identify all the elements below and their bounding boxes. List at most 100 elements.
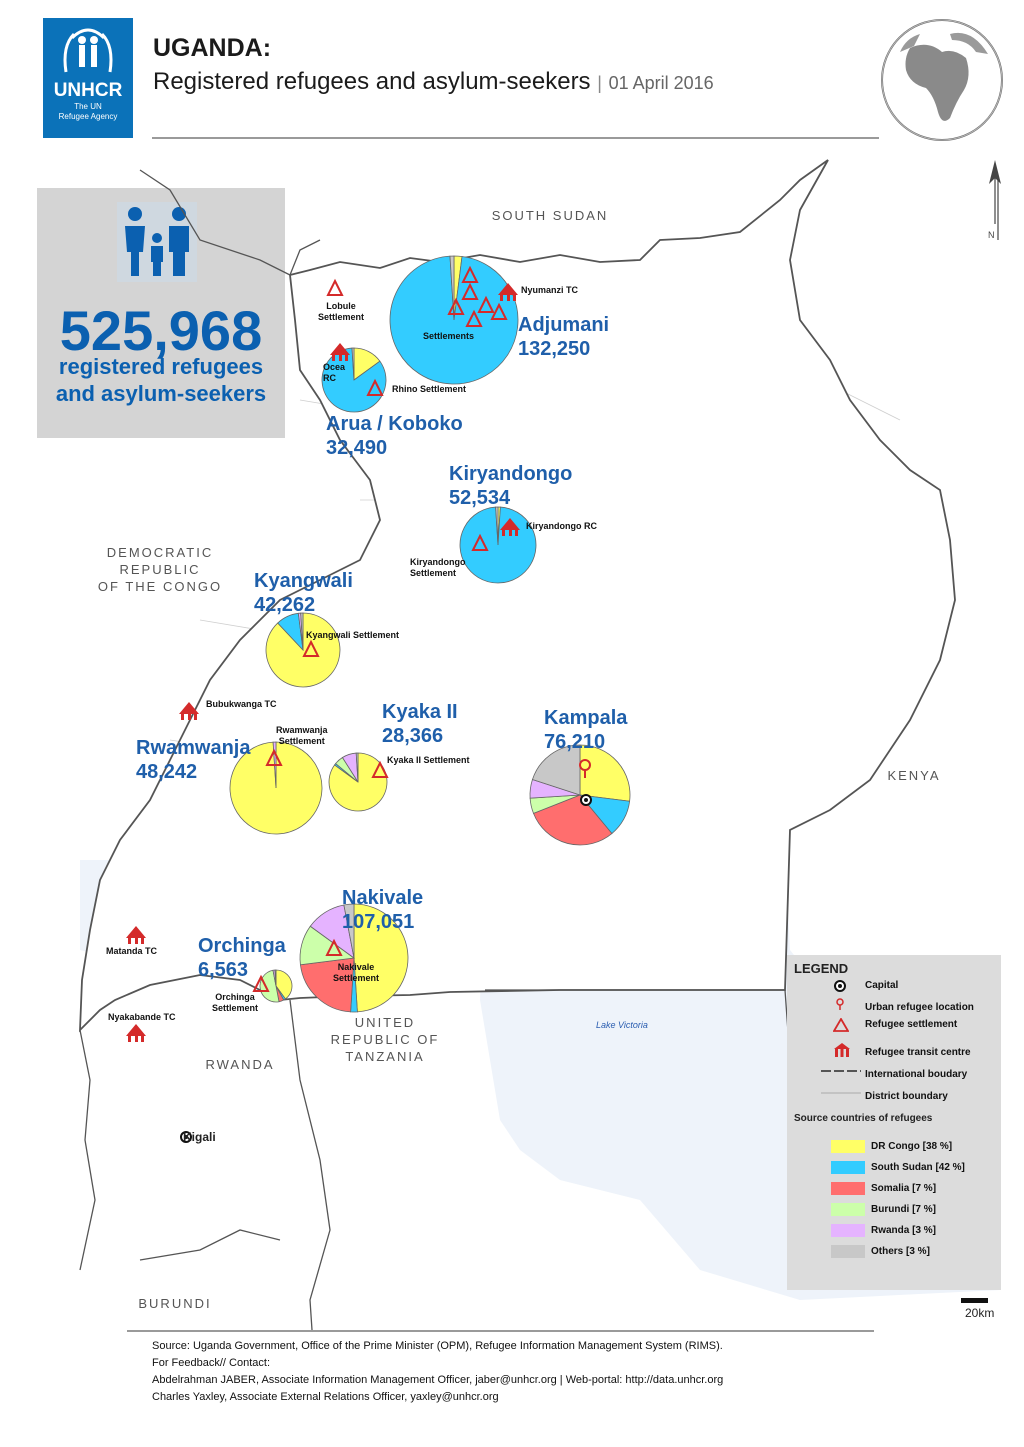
settlement-triangle-adjumani-1 [461,265,479,283]
pie-slice [275,969,293,1000]
location-kiryandongo: Kiryandongo 52,534 [449,462,572,510]
transit-centre-icon [834,1043,850,1057]
kigali-label: Kigali [183,1130,216,1144]
transit-icon-nyumanzi [498,283,518,301]
north-arrow-icon [989,160,1001,224]
transit-markers [126,283,520,1042]
legend-source-label: Somalia [7 %] [871,1183,937,1194]
pie-slice [355,752,359,783]
settlement-triangle-kyaka [371,760,389,778]
north-label: N [988,230,995,240]
location-name: Nakivale [342,887,424,909]
pie-slice [353,903,409,1013]
pie-slice [495,506,499,546]
unhcr-emblem-icon [63,28,113,73]
transit-icon-bubukwanga [179,702,199,720]
legend-source-label: Others [3 %] [871,1246,930,1257]
location-value: 42,262 [254,594,316,616]
country-kenya: KENYA [887,768,941,783]
legend-source-label: South Sudan [42 %] [871,1162,965,1173]
location-name: Arua / Koboko [326,413,463,435]
country-south-sudan: SOUTH SUDAN [491,208,609,223]
location-adjumani: Adjumani 132,250 [518,313,609,361]
capital-marker-kampala [580,794,592,806]
summary-box: 525,968 registered refugees and asylum-s… [37,188,285,438]
lake-victoria-label: Lake Victoria [596,1020,648,1030]
settlement-triangle-orchinga [252,974,270,992]
country-rwanda: RWANDA [205,1057,275,1072]
label-lobule: Lobule Settlement [318,301,365,322]
settlement-triangle-nakivale [325,938,343,956]
legend-source-label: Rwanda [3 %] [871,1225,937,1236]
subtitle-separator: | [597,73,602,93]
settlement-triangle-kyangwali [302,639,320,657]
legend-swatch [831,1140,865,1153]
legend-intl: International boudary [865,1069,968,1080]
urban-location-icon [836,998,844,1010]
location-value: 6,563 [198,959,249,981]
country-drc: DEMOCRATIC REPUBLIC OF THE CONGO [97,545,223,594]
pie-slice [328,752,388,812]
pie-slice [531,744,581,796]
location-value: 48,242 [136,761,198,783]
label-kiryandongo-settlement: Kiryandongo Settlement [410,557,466,578]
report-date: 01 April 2016 [608,73,714,93]
location-value: 32,490 [326,437,388,459]
location-name: Orchinga [198,935,286,957]
footer-source: Source: Uganda Government, Office of the… [152,1340,724,1403]
label-ocea: Ocea RC [323,362,346,383]
capital-icon [834,980,846,992]
legend-title: LEGEND [794,961,849,976]
location-rwamwanja: Rwamwanja 48,242 [136,736,250,784]
legend-district: District boundary [865,1091,948,1102]
settlement-triangle-adjumani-3 [477,295,495,313]
pie-slice [274,969,277,987]
settlement-triangle-adjumani-5 [490,302,508,320]
label-nyakabande: Nyakabande TC [108,1012,176,1022]
org-sub: The UN Refugee Agency [58,102,118,121]
pie-slice [459,506,537,584]
settlement-triangle-adjumani-6 [465,309,483,327]
label-kiryandongo-rc: Kiryandongo RC [526,521,597,531]
location-value: 132,250 [518,338,591,360]
location-name: Kiryandongo [449,463,573,485]
total-refugees: 525,968 [59,299,263,362]
label-bubukwanga: Bubukwanga TC [206,699,277,709]
pie-slice [351,347,355,381]
settlement-triangle-rhino [366,378,384,396]
legend: LEGEND Capital Urban refugee location Re… [787,955,1001,1290]
legend-swatch [831,1182,865,1195]
label-rwamwanja-settlement: Rwamwanja Settlement [276,725,328,746]
label-settlements: Settlements [423,331,475,341]
legend-settlement: Refugee settlement [865,1019,958,1030]
settlement-icon [833,1018,849,1032]
pie-slice [299,957,355,1013]
location-kampala: Kampala 76,210 [544,706,627,754]
legend-capital: Capital [865,980,899,991]
urban-marker-kampala [579,759,591,778]
unhcr-logo: UNHCR The UN Refugee Agency [43,18,133,138]
pie-slice [579,744,631,802]
label-rhino: Rhino Settlement [392,384,467,394]
transit-icon-ocea [330,343,350,361]
scale-bar [961,1298,988,1303]
family-icon [117,202,197,282]
location-name: Kyaka II [382,701,458,723]
total-label: registered refugees and asylum-seekers [55,354,267,406]
location-arua-koboko: Arua / Koboko 32,490 [326,412,463,460]
district-boundary-icon [821,1092,861,1094]
label-nyumanzi: Nyumanzi TC [521,285,579,295]
label-nakivale-settlement: Nakivale Settlement [333,962,380,983]
location-name: Kyangwali [254,570,353,592]
globe-icon [881,19,1003,141]
legend-swatch [831,1203,865,1216]
subtitle-text: Registered refugees and asylum-seekers [153,68,591,95]
label-matanda: Matanda TC [106,946,158,956]
neighbour-boundaries [79,169,999,1331]
settlement-triangle-lobule [326,278,344,296]
scale-label: 20km [965,1306,995,1320]
location-value: 52,534 [449,487,511,509]
org-name: UNHCR [53,80,123,101]
location-orchinga: Orchinga 6,563 [198,934,286,982]
